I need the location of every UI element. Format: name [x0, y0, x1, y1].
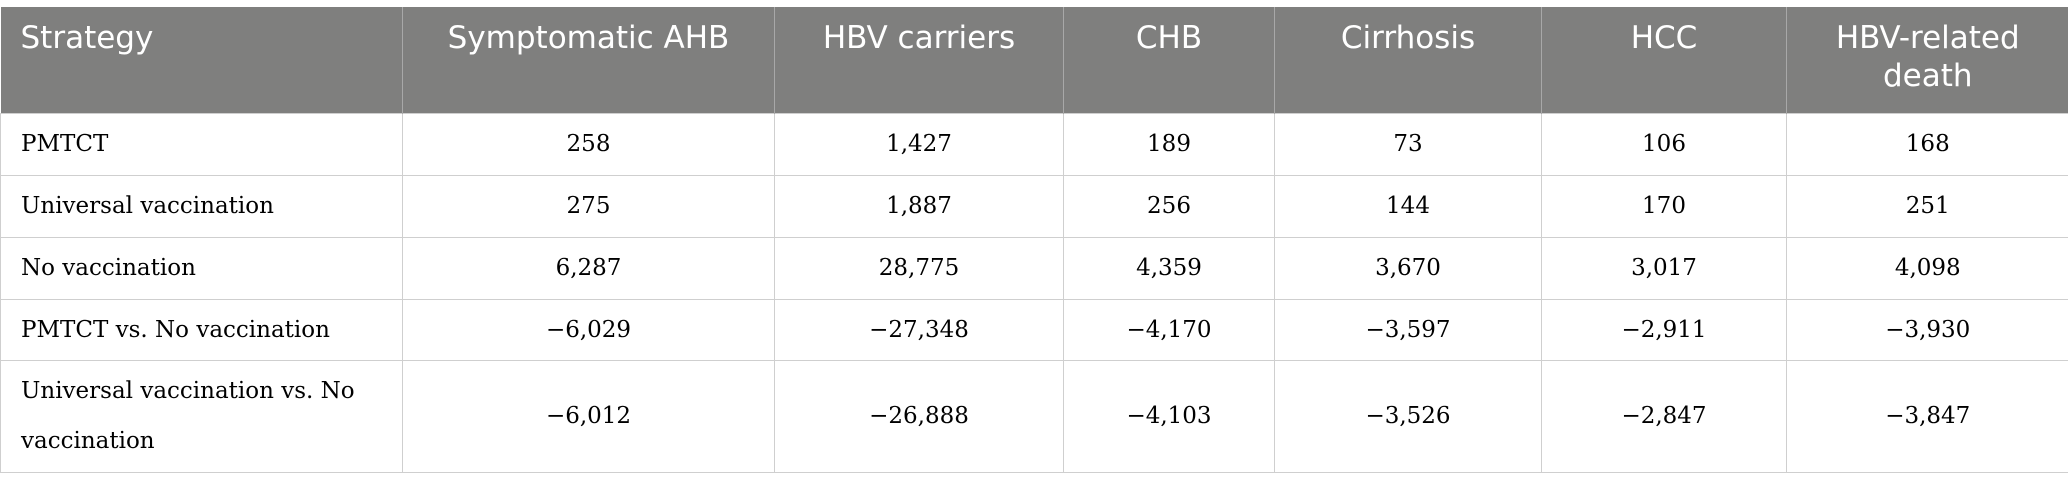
header-cell: Cirrhosis [1274, 7, 1542, 113]
table-cell: 4,359 [1063, 236, 1275, 300]
table-cell: 3,670 [1274, 236, 1542, 300]
table-cell: 170 [1541, 174, 1787, 238]
table-cell: 106 [1541, 112, 1787, 176]
table-cell: 6,287 [402, 236, 775, 300]
table-row: Universal vaccination vs. No vaccination… [0, 359, 2068, 473]
table-cell: −3,526 [1274, 359, 1542, 473]
header-cell: Symptomatic AHB [402, 7, 775, 113]
table-cell: 28,775 [774, 236, 1064, 300]
table-cell: 256 [1063, 174, 1275, 238]
table-cell: −2,911 [1541, 298, 1787, 361]
header-row: Strategy Symptomatic AHB HBV carriers CHB Ci… [0, 7, 2068, 113]
table-cell: 168 [1786, 112, 2068, 176]
header-cell: HBV carriers [774, 7, 1064, 113]
table-cell: 1,427 [774, 112, 1064, 176]
table-cell: −3,597 [1274, 298, 1542, 361]
table-cell: 144 [1274, 174, 1542, 238]
table-cell: 3,017 [1541, 236, 1787, 300]
table-cell: −3,847 [1786, 359, 2068, 473]
table-cell: −2,847 [1541, 359, 1787, 473]
table-cell: −26,888 [774, 359, 1064, 473]
header-cell: HCC [1541, 7, 1787, 113]
header-cell: CHB [1063, 7, 1275, 113]
header-cell: Strategy [0, 7, 403, 113]
table-cell: −4,170 [1063, 298, 1275, 361]
table-row: Universal vaccination 275 1,887 256 144 170 25… [0, 174, 2068, 238]
table-row: No vaccination 6,287 28,775 4,359 3,670 3,017… [0, 236, 2068, 300]
table-cell: 275 [402, 174, 775, 238]
header-cell: HBV-related death [1786, 7, 2068, 113]
table-cell: −4,103 [1063, 359, 1275, 473]
table-row: PMTCT vs. No vaccination −6,029 −27,348 −4,… [0, 298, 2068, 361]
row-label: PMTCT vs. No vaccination [0, 298, 403, 361]
row-label: Universal vaccination vs. No vaccination [0, 359, 403, 473]
table-cell: 4,098 [1786, 236, 2068, 300]
table-cell: −27,348 [774, 298, 1064, 361]
table-cell: 1,887 [774, 174, 1064, 238]
row-label: Universal vaccination [0, 174, 403, 238]
data-table: Strategy Symptomatic AHB HBV carriers CHB Ci… [0, 7, 2068, 473]
table-cell: −3,930 [1786, 298, 2068, 361]
table-cell: 258 [402, 112, 775, 176]
table-cell: 251 [1786, 174, 2068, 238]
row-label: PMTCT [0, 112, 403, 176]
row-label: No vaccination [0, 236, 403, 300]
table-row: PMTCT 258 1,427 189 73 106 168 [0, 112, 2068, 176]
table-cell: −6,012 [402, 359, 775, 473]
table-cell: −6,029 [402, 298, 775, 361]
table-cell: 189 [1063, 112, 1275, 176]
table-cell: 73 [1274, 112, 1542, 176]
